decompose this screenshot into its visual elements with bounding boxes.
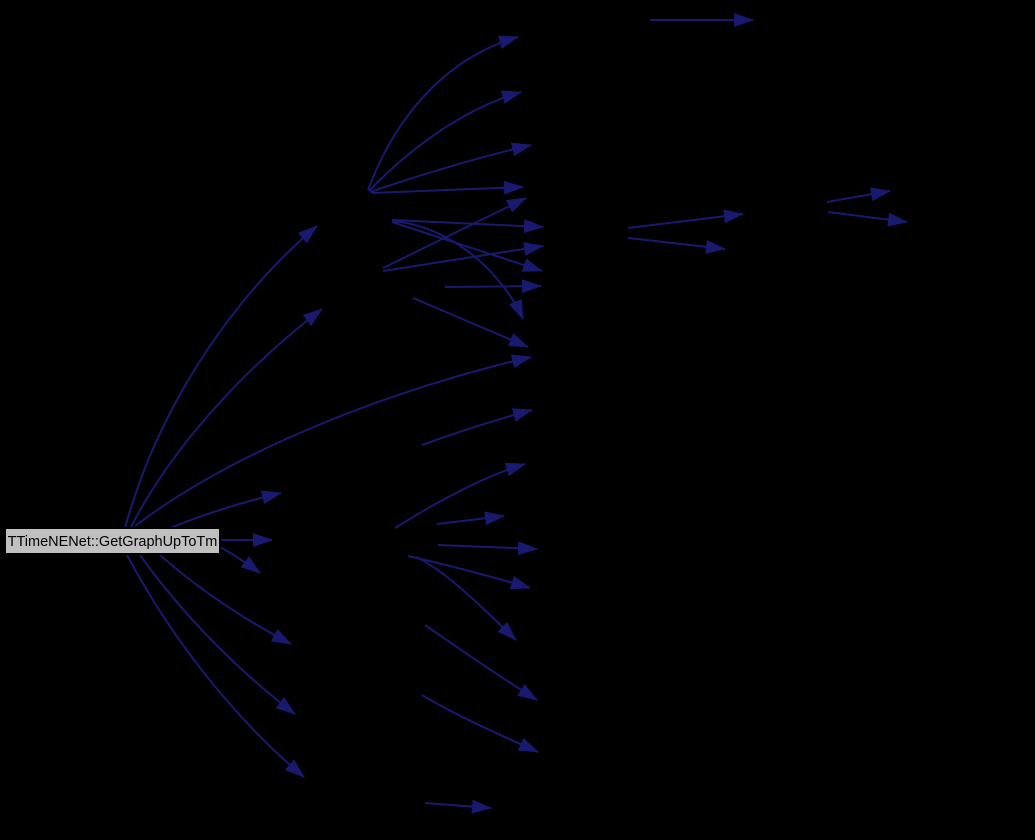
call-edge — [437, 541, 538, 556]
call-edge — [219, 546, 261, 574]
call-edge — [424, 624, 538, 701]
call-edge — [421, 694, 539, 753]
call-edge — [627, 209, 744, 229]
call-edge — [391, 219, 544, 234]
call-edge — [369, 142, 532, 193]
call-edge — [382, 197, 527, 269]
call-edge — [444, 279, 542, 294]
call-edge — [391, 221, 543, 272]
call-edge — [382, 242, 544, 272]
call-edge — [394, 462, 526, 529]
node-box[interactable] — [4, 527, 221, 555]
call-edge — [139, 554, 296, 715]
call-edge — [126, 554, 305, 778]
node-label: TTimeNENet::GetGraphUpToTm — [8, 534, 218, 550]
call-edge — [827, 211, 908, 227]
call-edge — [436, 511, 505, 526]
call-edge — [368, 90, 522, 192]
call-edge — [159, 554, 292, 645]
call-edge — [424, 799, 492, 814]
call-edge — [826, 187, 891, 203]
edges-layer — [124, 13, 908, 814]
call-edge — [124, 225, 318, 529]
call-edge — [421, 408, 533, 446]
call-edge — [134, 354, 532, 527]
call-edge — [129, 308, 323, 530]
call-edge — [416, 556, 517, 641]
call-edge — [412, 297, 529, 348]
call-edge — [169, 490, 282, 529]
call-edge — [371, 180, 524, 195]
call-edge — [627, 237, 726, 254]
function-node-GetGraphUpToTm[interactable]: TTimeNENet::GetGraphUpToTm — [4, 527, 221, 555]
call-edge — [367, 35, 519, 191]
